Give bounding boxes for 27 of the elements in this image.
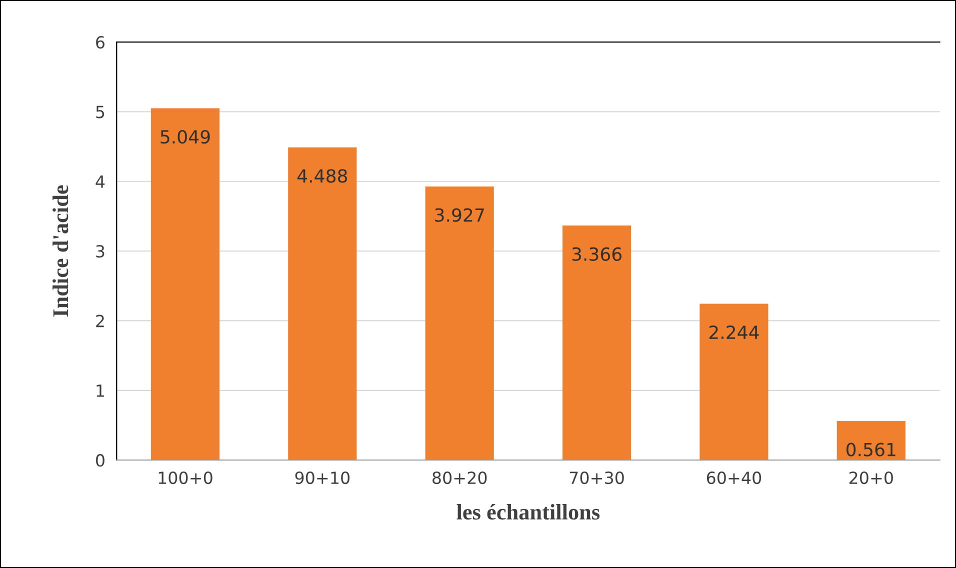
y-tick-label: 4 (96, 176, 105, 188)
data-label: 0.561 (846, 442, 896, 456)
y-tick-label: 1 (96, 384, 104, 397)
data-label: 3.927 (435, 208, 484, 222)
bar (425, 186, 494, 460)
y-tick-label: 0 (96, 454, 104, 467)
data-label: 2.244 (709, 325, 759, 339)
bar (562, 226, 632, 460)
x-axis-title: les échantillons (456, 504, 600, 520)
bar (288, 147, 357, 460)
bar (700, 304, 768, 460)
data-label: 4.488 (297, 169, 348, 183)
data-label: 3.366 (572, 247, 622, 261)
y-tick-label: 3 (96, 245, 104, 258)
x-tick-label: 60+40 (706, 471, 762, 484)
y-tick-label: 6 (96, 36, 104, 49)
x-tick-label: 70+30 (570, 471, 624, 484)
x-tick-label: 90+10 (295, 471, 350, 484)
data-label: 5.049 (160, 130, 210, 144)
x-tick-label: 80+20 (432, 471, 487, 484)
y-tick-label: 2 (96, 314, 104, 328)
x-tick-label: 20+0 (849, 471, 893, 484)
bar (836, 420, 906, 460)
bar (150, 108, 220, 460)
y-tick-label: 5 (96, 106, 104, 118)
y-axis-title: Indice d'acide (52, 185, 68, 317)
x-tick-label: 100+0 (158, 471, 212, 484)
